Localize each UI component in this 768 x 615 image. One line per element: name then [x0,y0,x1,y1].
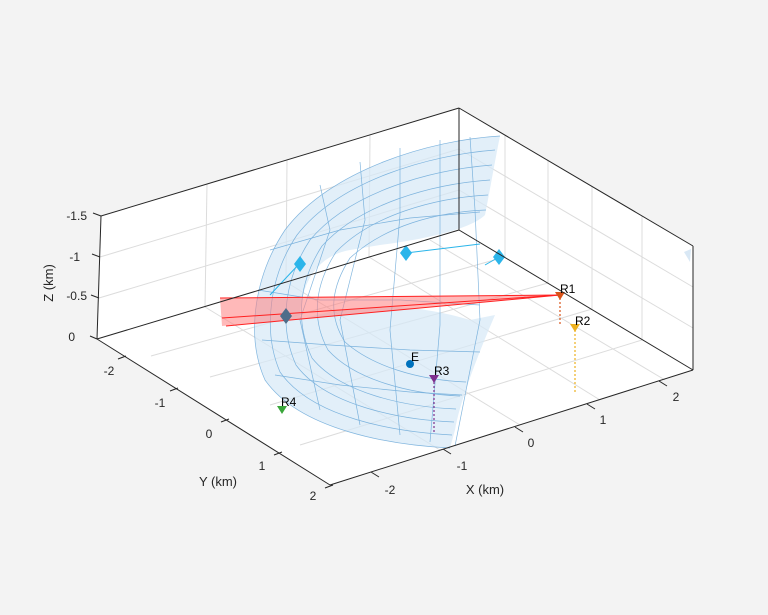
receiver-r3-label: R3 [434,364,450,378]
emitter-e-icon [406,360,414,368]
y-tick: 2 [310,489,317,503]
z-tick: 0 [68,330,75,344]
target-diamond-icon [400,245,412,261]
x-tick: 2 [673,390,680,404]
receiver-r1-label: R1 [560,282,576,296]
receiver-r4-icon [277,406,287,414]
target-diamond-icon [294,256,306,272]
target-diamond-icon [493,249,505,265]
receiver-r1-icon [555,292,565,300]
receiver-r2-label: R2 [575,314,591,328]
emitter-e-label: E [411,350,419,364]
y-tick: 0 [206,427,213,441]
transmit-beam [219,294,561,327]
y-tick: -2 [104,364,115,378]
receiver-r2-icon [570,324,580,332]
coverage-surface [254,135,691,449]
z-tick: -1 [69,250,80,264]
target-diamond-icon [280,308,292,324]
receiver-r4-label: R4 [281,395,297,409]
x-tick: -2 [385,483,396,497]
z-tick: -1.5 [66,209,87,223]
x-tick: 1 [600,413,607,427]
z-tick: -0.5 [66,289,87,303]
axes-box [96,107,694,486]
x-axis: -2 -1 0 1 2 X (km) [370,380,680,497]
x-tick: 0 [528,436,535,450]
receiver-r3-icon [429,375,439,383]
z-axis-label: Z (km) [41,264,56,302]
y-tick: 1 [259,459,266,473]
z-axis: -1.5 -1 -0.5 0 Z (km) [41,209,102,344]
y-axis-label: Y (km) [199,474,237,489]
x-axis-label: X (km) [466,482,504,497]
y-tick: -1 [155,396,166,410]
x-tick: -1 [457,459,468,473]
target-tracks [269,243,505,324]
y-axis: -2 -1 0 1 2 Y (km) [104,355,334,503]
